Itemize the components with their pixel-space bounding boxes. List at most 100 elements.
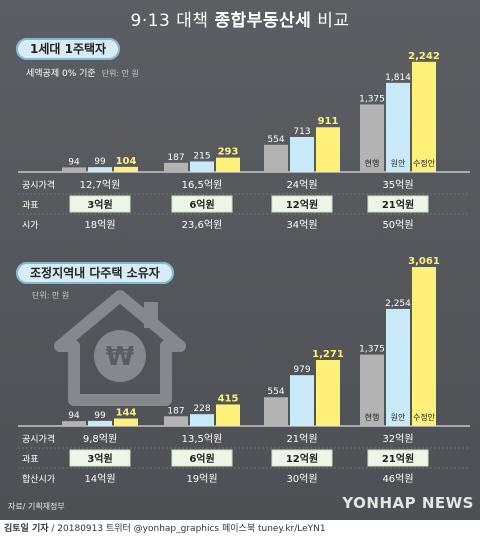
table-row-label: 과표: [22, 454, 39, 465]
series-label: 수정안: [413, 158, 436, 168]
table-cell: 46억원: [382, 473, 413, 485]
table-row-label: 시가: [22, 220, 39, 231]
table-row-label: 합산시가: [22, 474, 55, 485]
bar-수정안-1: [114, 418, 138, 426]
value-label: 979: [293, 365, 310, 375]
value-label: 228: [193, 404, 210, 414]
section1-note: 세액공제 0% 기준 단위: 만 원: [26, 69, 139, 79]
table-row-label: 공시가격: [22, 179, 55, 191]
tax-base-box: [171, 195, 233, 213]
svg-text:₩: ₩: [106, 342, 135, 372]
table-row-label: 과표: [22, 200, 39, 211]
bar-원안-4: [386, 82, 410, 172]
table-cell: 13,5억원: [182, 433, 223, 445]
series-label: 현행: [365, 412, 380, 422]
watermark: YONHAP NEWS: [342, 494, 474, 512]
bar-수정안-3: [316, 359, 340, 426]
table-cell: 24억원: [286, 179, 317, 191]
tax-base-box: [69, 195, 131, 213]
house-icon: ₩: [54, 290, 186, 406]
value-label: 215: [193, 151, 210, 161]
table-cell: 34억원: [286, 219, 317, 231]
table-cell: 3억원: [87, 452, 112, 465]
series-label: 수정안: [413, 412, 436, 422]
table-cell: 12억원: [286, 198, 318, 211]
value-label: 94: [68, 411, 80, 421]
bar-수정안-3: [316, 127, 340, 172]
value-label: 1,814: [385, 73, 411, 83]
value-label: 415: [218, 393, 239, 404]
value-label: 554: [267, 135, 284, 145]
value-label: 2,254: [385, 299, 411, 309]
table-cell: 18억원: [84, 219, 115, 231]
tax-base-box: [271, 195, 333, 213]
table-cell: 30억원: [286, 473, 317, 485]
value-label: 187: [167, 153, 184, 163]
table-cell: 9,8억원: [83, 433, 117, 445]
tax-base-box: [171, 449, 233, 467]
tax-base-box: [367, 195, 429, 213]
value-label: 713: [293, 127, 310, 137]
table-cell: 3억원: [87, 198, 112, 211]
series-label: 현행: [365, 158, 380, 168]
value-label: 1,375: [359, 345, 385, 355]
section2-label: 조정지역내 다주택 소유자: [16, 262, 174, 284]
table-cell: 32억원: [382, 433, 413, 445]
value-label: 99: [94, 411, 106, 421]
bar-원안-1: [88, 420, 112, 426]
value-label: 104: [116, 156, 137, 167]
table-cell: 12,7억원: [80, 179, 121, 191]
table-cell: 6억원: [189, 452, 214, 465]
bar-현행-4: [360, 104, 384, 172]
section2-unit: 단위: 만 원: [32, 291, 70, 300]
value-label: 911: [318, 116, 339, 127]
table-cell: 14억원: [84, 473, 115, 485]
value-label: 99: [94, 157, 106, 167]
bar-현행-2: [164, 162, 188, 172]
table-cell: 23,6억원: [182, 219, 223, 231]
table-cell: 12억원: [286, 452, 318, 465]
section1-label: 1세대 1주택자: [16, 38, 121, 60]
table-cell: 21억원: [382, 198, 414, 211]
value-label: 1,271: [312, 349, 344, 360]
bar-수정안-4: [412, 61, 436, 172]
tax-base-box: [367, 449, 429, 467]
footer-credit: 김토일 기자 / 20180913 트위터 @yonhap_graphics 페…: [0, 520, 480, 538]
bar-원안-2: [190, 414, 214, 426]
table-cell: 50억원: [382, 219, 413, 231]
bar-원안-4: [386, 308, 410, 426]
charts-svg: ₩ 94 99 104 187 215 293 554 713 911 1,375 1,814 2,2…: [18, 51, 470, 485]
table-row-label: 공시가격: [22, 433, 55, 445]
page-title: 9·13 대책 종합부동산세 비교: [130, 11, 350, 31]
bar-원안-2: [190, 161, 214, 172]
value-label: 3,061: [408, 256, 440, 267]
bar-현행-1: [62, 421, 86, 426]
tax-base-box: [69, 449, 131, 467]
value-label: 293: [218, 147, 239, 158]
bar-원안-3: [290, 136, 314, 172]
bar-현행-3: [264, 144, 288, 172]
bar-현행-1: [62, 167, 86, 172]
value-label: 2,242: [408, 51, 440, 62]
bar-수정안-1: [114, 166, 138, 172]
value-label: 187: [167, 406, 184, 416]
chart-1: 94 99 104 187 215 293 554 713 911 1,375 1,814 2,242…: [18, 51, 470, 231]
bar-수정안-2: [216, 404, 240, 426]
value-label: 94: [68, 157, 80, 167]
bar-수정안-2: [216, 157, 240, 172]
series-label: 원안: [391, 158, 406, 168]
source-note: 자료/ 기획재정부: [8, 502, 65, 511]
bar-현행-2: [164, 416, 188, 426]
table-cell: 21억원: [286, 433, 317, 445]
bar-현행-4: [360, 354, 384, 426]
value-label: 144: [116, 408, 137, 419]
bar-현행-3: [264, 397, 288, 426]
bar-수정안-4: [412, 267, 436, 426]
table-cell: 21억원: [382, 452, 414, 465]
bar-원안-3: [290, 375, 314, 426]
series-label: 원안: [391, 412, 406, 422]
value-label: 1,375: [359, 94, 385, 104]
table-cell: 19억원: [186, 473, 217, 485]
table-cell: 35억원: [382, 179, 413, 191]
